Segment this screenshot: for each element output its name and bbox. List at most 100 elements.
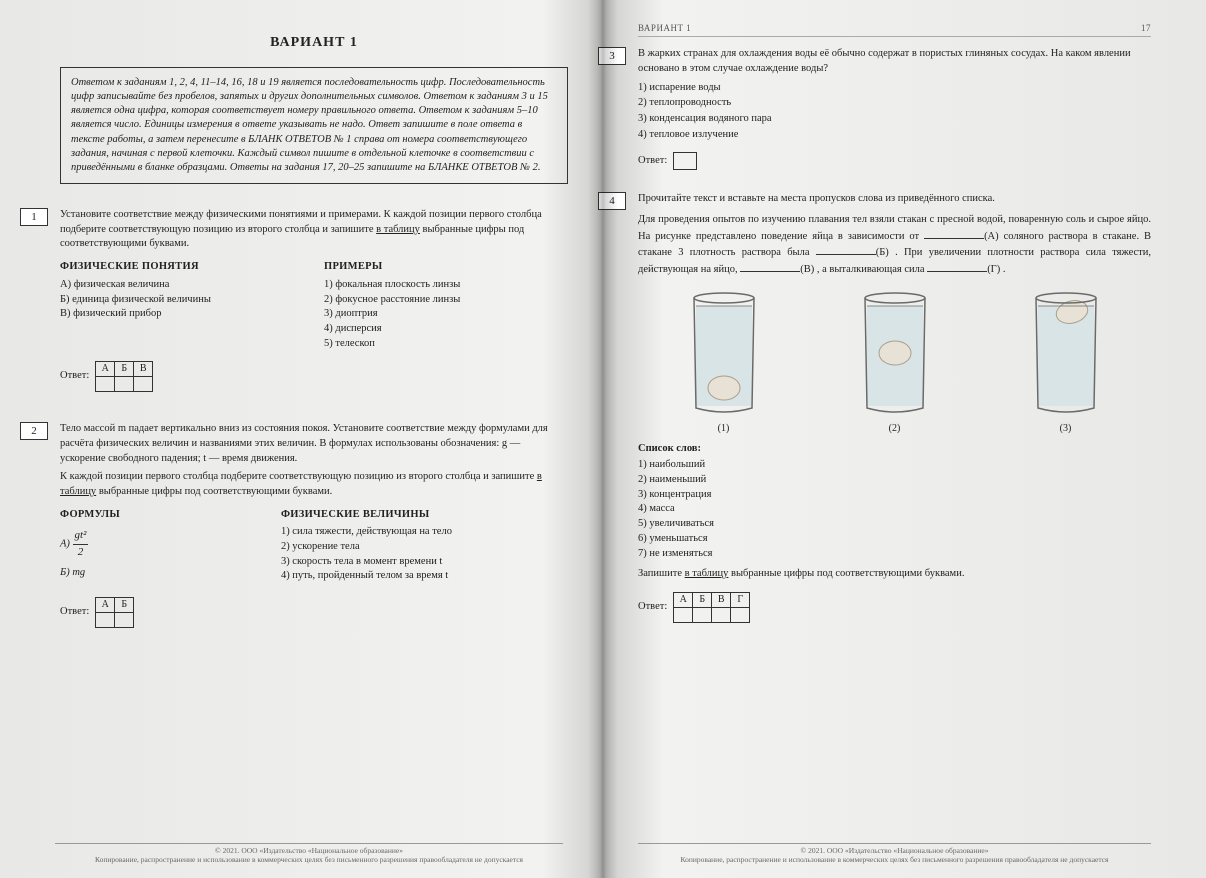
text: . xyxy=(1003,264,1006,275)
glass-svg-icon xyxy=(855,288,935,418)
blank[interactable] xyxy=(924,228,984,239)
answer-cell[interactable] xyxy=(115,377,134,392)
glass-label: (3) xyxy=(1026,422,1106,436)
footer-copyright: © 2021. ООО «Издательство «Национальное … xyxy=(638,846,1151,855)
option: 1) испарение воды xyxy=(638,81,1151,96)
table-header: Б xyxy=(693,592,712,607)
numerator: gt² xyxy=(73,528,89,544)
answer-label: Ответ: xyxy=(60,369,89,384)
word: 3) концентрация xyxy=(638,488,1151,503)
table-header: Б xyxy=(115,362,134,377)
text: выбранные цифры под соответствующими бук… xyxy=(728,568,964,579)
text: Тело массой m падает вертикально вниз из… xyxy=(60,422,568,466)
answer-cell[interactable] xyxy=(674,607,693,622)
blank-label: (В) xyxy=(800,264,814,275)
column-title: ФИЗИЧЕСКИЕ ПОНЯТИЯ xyxy=(60,260,304,275)
glass-svg-icon xyxy=(1026,288,1106,418)
answer-table: А Б xyxy=(95,597,134,628)
page-footer: © 2021. ООО «Издательство «Национальное … xyxy=(638,843,1151,864)
item: 1) фокальная плоскость линзы xyxy=(324,278,568,293)
glass-3: (3) xyxy=(1026,288,1106,436)
blank-label: (А) xyxy=(984,231,999,242)
text-underline: в таблицу xyxy=(376,224,420,235)
column-title: ФОРМУЛЫ xyxy=(60,508,261,523)
task-2: 2 Тело массой m падает вертикально вниз … xyxy=(60,422,568,628)
option: 2) теплопроводность xyxy=(638,96,1151,111)
book-spread: ВАРИАНТ 1 Ответом к заданиям 1, 2, 4, 11… xyxy=(0,0,1206,878)
task-3: 3 В жарких странах для охлаждения воды е… xyxy=(638,47,1151,170)
task-1: 1 Установите соответствие между физическ… xyxy=(60,208,568,392)
item: 4) дисперсия xyxy=(324,322,568,337)
item: 1) сила тяжести, действующая на тело xyxy=(281,525,568,540)
denominator: 2 xyxy=(73,545,89,560)
fill-text: Для проведения опытов по изучению плаван… xyxy=(638,213,1151,278)
word: 2) наименьший xyxy=(638,473,1151,488)
word-list-title: Список слов: xyxy=(638,442,1151,457)
answer-cell[interactable] xyxy=(115,612,134,627)
item: 4) путь, пройденный телом за время t xyxy=(281,569,568,584)
instruction-box: Ответом к заданиям 1, 2, 4, 11–14, 16, 1… xyxy=(60,67,568,184)
text-underline: в таблицу xyxy=(685,568,729,579)
task-number: 2 xyxy=(20,422,48,440)
answer-cell[interactable] xyxy=(731,607,750,622)
footer-legal: Копирование, распространение и использов… xyxy=(638,855,1151,864)
formula-a: gt² 2 xyxy=(73,528,89,560)
answer-cell[interactable] xyxy=(96,377,115,392)
blank[interactable] xyxy=(816,244,876,255)
answer-cell[interactable] xyxy=(96,612,115,627)
intro: Прочитайте текст и вставьте на места про… xyxy=(638,192,1151,207)
page-left: ВАРИАНТ 1 Ответом к заданиям 1, 2, 4, 11… xyxy=(0,0,603,878)
running-head: ВАРИАНТ 1 17 xyxy=(638,22,1151,37)
answer-box[interactable] xyxy=(673,152,697,170)
glasses-figure: (1) (2) xyxy=(638,288,1151,436)
task-body: Установите соответствие между физическим… xyxy=(60,208,568,392)
word: 4) масса xyxy=(638,502,1151,517)
column-title: ФИЗИЧЕСКИЕ ВЕЛИЧИНЫ xyxy=(281,508,568,523)
option-list: 1) испарение воды 2) теплопроводность 3)… xyxy=(638,81,1151,143)
task-number: 4 xyxy=(598,192,626,210)
text: , а выталкивающая сила xyxy=(817,264,927,275)
blank[interactable] xyxy=(927,261,987,272)
answer-cell[interactable] xyxy=(134,377,153,392)
page-number: 17 xyxy=(1141,22,1151,34)
table-header: А xyxy=(96,362,115,377)
page-footer: © 2021. ООО «Издательство «Национальное … xyxy=(55,843,563,864)
item: 2) фокусное расстояние линзы xyxy=(324,293,568,308)
text: К каждой позиции первого столбца подбери… xyxy=(60,471,537,482)
word: 6) уменьшаться xyxy=(638,532,1151,547)
answer-table: А Б В xyxy=(95,361,153,392)
option: 4) тепловое излучение xyxy=(638,128,1151,143)
glass-label: (2) xyxy=(855,422,935,436)
answer-cell[interactable] xyxy=(712,607,731,622)
column-title: ПРИМЕРЫ xyxy=(324,260,568,275)
table-header: А xyxy=(674,592,693,607)
item: А) физическая величина xyxy=(60,278,304,293)
table-header: А xyxy=(96,597,115,612)
answer-label: Ответ: xyxy=(638,600,667,615)
task-body: В жарких странах для охлаждения воды её … xyxy=(638,47,1151,170)
formula-b: mg xyxy=(72,567,85,578)
blank-label: (Г) xyxy=(987,264,1000,275)
item: 3) скорость тела в момент времени t xyxy=(281,555,568,570)
text: В жарких странах для охлаждения воды её … xyxy=(638,47,1151,76)
task-4: 4 Прочитайте текст и вставьте на места п… xyxy=(638,192,1151,623)
table-header: Г xyxy=(731,592,750,607)
text: Запишите xyxy=(638,568,685,579)
answer-label: Ответ: xyxy=(60,605,89,620)
page-right: ВАРИАНТ 1 17 3 В жарких странах для охла… xyxy=(603,0,1206,878)
answer-table: А Б В Г xyxy=(673,592,750,623)
footer-legal: Копирование, распространение и использов… xyxy=(55,855,563,864)
footer-copyright: © 2021. ООО «Издательство «Национальное … xyxy=(55,846,563,855)
formula-label: Б) xyxy=(60,567,70,578)
blank[interactable] xyxy=(740,261,800,272)
glass-label: (1) xyxy=(684,422,764,436)
glass-1: (1) xyxy=(684,288,764,436)
word: 1) наибольший xyxy=(638,458,1151,473)
answer-cell[interactable] xyxy=(693,607,712,622)
option: 3) конденсация водяного пара xyxy=(638,112,1151,127)
word: 5) увеличиваться xyxy=(638,517,1151,532)
table-header: В xyxy=(712,592,731,607)
item: В) физический прибор xyxy=(60,307,304,322)
word-list: Список слов: 1) наибольший 2) наименьший… xyxy=(638,442,1151,562)
task-body: Прочитайте текст и вставьте на места про… xyxy=(638,192,1151,623)
